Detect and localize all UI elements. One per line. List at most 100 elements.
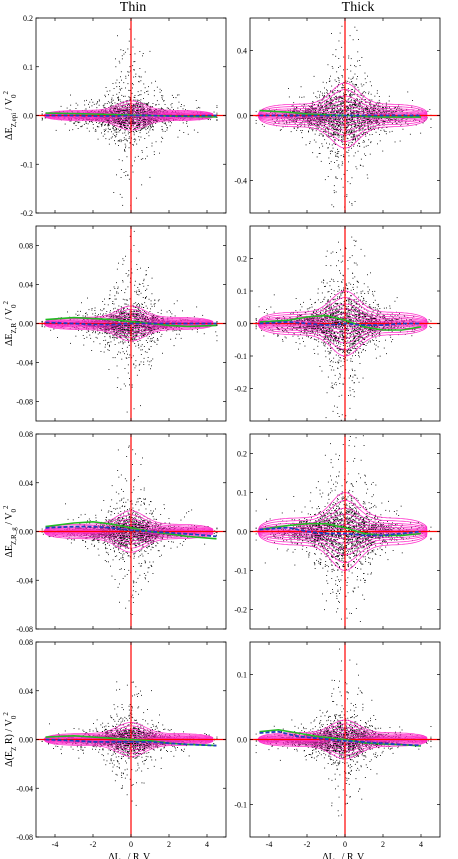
scatter-point xyxy=(364,101,366,103)
scatter-point xyxy=(321,133,323,135)
scatter-point xyxy=(357,118,359,120)
scatter-point xyxy=(155,120,157,121)
scatter-point xyxy=(393,112,395,114)
scatter-point xyxy=(336,124,337,126)
scatter-point xyxy=(147,121,149,123)
scatter-point xyxy=(60,105,62,107)
scatter-point xyxy=(321,119,323,121)
scatter-point xyxy=(335,176,337,178)
scatter-point xyxy=(131,122,133,124)
scatter-point xyxy=(391,109,393,111)
scatter-point xyxy=(121,94,123,96)
scatter-point xyxy=(261,124,263,126)
scatter-point xyxy=(118,122,119,124)
scatter-point xyxy=(332,108,334,110)
scatter-point xyxy=(340,97,342,98)
scatter-point xyxy=(107,131,109,133)
scatter-point xyxy=(374,95,376,97)
scatter-point xyxy=(312,112,314,113)
scatter-point xyxy=(55,129,57,131)
scatter-point xyxy=(337,156,339,158)
scatter-point xyxy=(135,126,137,128)
scatter-point xyxy=(343,119,345,121)
scatter-point xyxy=(342,86,344,88)
scatter-point xyxy=(108,107,110,108)
scatter-point xyxy=(352,118,354,120)
scatter-point xyxy=(144,126,145,128)
scatter-point xyxy=(127,48,129,50)
scatter-point xyxy=(337,122,338,124)
scatter-point xyxy=(138,100,140,101)
scatter-point xyxy=(352,76,354,78)
scatter-point xyxy=(171,106,173,108)
scatter-point xyxy=(134,69,135,71)
scatter-point xyxy=(128,122,130,124)
scatter-point xyxy=(111,97,113,99)
scatter-point xyxy=(355,124,357,126)
scatter-point xyxy=(108,124,109,126)
scatter-point xyxy=(315,130,317,132)
scatter-point xyxy=(331,133,333,135)
scatter-point xyxy=(134,117,136,119)
scatter-point xyxy=(354,91,356,93)
scatter-point xyxy=(362,141,364,143)
scatter-point xyxy=(307,121,309,123)
scatter-point xyxy=(139,68,141,69)
scatter-point xyxy=(277,113,278,115)
scatter-point xyxy=(323,111,325,113)
scatter-point xyxy=(116,86,118,88)
scatter-point xyxy=(373,108,374,110)
scatter-point xyxy=(110,104,112,106)
scatter-point xyxy=(368,128,370,130)
scatter-point xyxy=(347,80,349,82)
scatter-point xyxy=(133,132,135,134)
scatter-point xyxy=(357,120,359,122)
scatter-point xyxy=(64,123,66,125)
scatter-point xyxy=(350,113,352,115)
scatter-point xyxy=(113,129,115,131)
scatter-point xyxy=(375,120,377,122)
scatter-point xyxy=(330,105,331,107)
scatter-point xyxy=(342,162,344,164)
scatter-point xyxy=(149,124,151,126)
scatter-point xyxy=(331,106,333,108)
scatter-point xyxy=(378,106,380,108)
scatter-point xyxy=(383,121,384,123)
scatter-point xyxy=(375,111,377,113)
scatter-point xyxy=(117,128,119,130)
scatter-point xyxy=(312,152,314,154)
scatter-point xyxy=(335,129,337,131)
scatter-point xyxy=(340,122,341,124)
scatter-point xyxy=(80,126,82,128)
scatter-point xyxy=(70,94,71,96)
scatter-point xyxy=(82,119,84,121)
scatter-point xyxy=(108,110,110,112)
scatter-point xyxy=(340,155,342,156)
scatter-point xyxy=(129,99,131,101)
scatter-point xyxy=(109,105,111,107)
scatter-point xyxy=(135,102,137,104)
scatter-point xyxy=(332,105,333,107)
scatter-point xyxy=(118,119,119,121)
scatter-point xyxy=(126,120,128,121)
scatter-point xyxy=(104,130,106,131)
scatter-point xyxy=(128,40,130,42)
scatter-point xyxy=(334,129,335,130)
scatter-point xyxy=(377,143,378,145)
scatter-point xyxy=(207,119,209,120)
scatter-point xyxy=(109,120,111,122)
scatter-point xyxy=(98,122,100,124)
scatter-point xyxy=(330,90,332,92)
scatter-point xyxy=(367,117,369,119)
scatter-point xyxy=(346,110,348,112)
scatter-point xyxy=(132,120,134,122)
scatter-point xyxy=(110,105,112,107)
scatter-point xyxy=(338,140,339,141)
scatter-point xyxy=(118,117,119,119)
scatter-point xyxy=(368,122,370,124)
scatter-point xyxy=(299,119,301,120)
scatter-point xyxy=(117,140,119,142)
scatter-point xyxy=(365,155,367,156)
scatter-point xyxy=(139,101,141,103)
scatter-point xyxy=(129,142,131,144)
